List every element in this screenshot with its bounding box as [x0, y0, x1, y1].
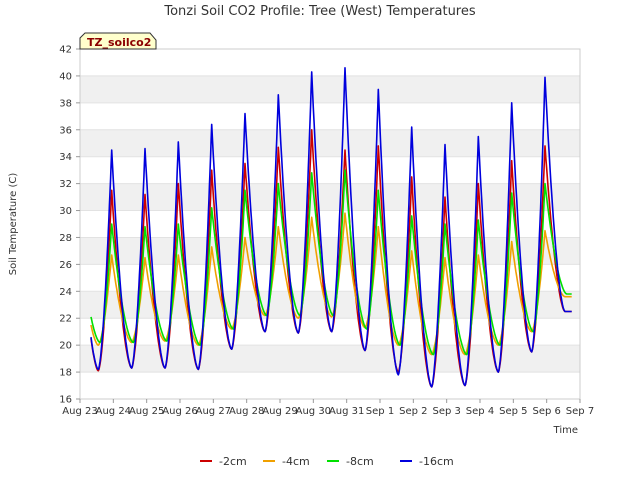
- x-tick-label: Aug 25: [129, 406, 164, 417]
- y-tick-label: 34: [59, 152, 72, 163]
- grid-band: [80, 237, 580, 265]
- x-tick-label: Sep 5: [499, 406, 527, 417]
- y-tick-label: 24: [59, 287, 72, 298]
- series-line-minus-4cm: [90, 212, 573, 356]
- legend-label: -16cm: [419, 455, 454, 468]
- x-tick-label: Sep 3: [432, 406, 460, 417]
- y-axis-ticks: 16 18 20 22 24 26 28 30 32 34 36 38 40 42: [59, 45, 80, 406]
- series-line-minus-16cm: [90, 67, 573, 388]
- y-tick-label: 20: [59, 341, 72, 352]
- grid-band: [80, 183, 580, 211]
- x-tick-label: Aug 27: [196, 406, 231, 417]
- x-tick-label: Aug 23: [62, 406, 97, 417]
- x-tick-label: Sep 4: [466, 406, 494, 417]
- x-tick-label: Sep 6: [532, 406, 560, 417]
- x-tick-label: Aug 29: [262, 406, 297, 417]
- dataset-tag-box: [79, 32, 157, 50]
- y-tick-label: 26: [59, 260, 72, 271]
- legend: -2cm -4cm -8cm -16cm: [200, 455, 454, 468]
- grid-band: [80, 129, 580, 157]
- x-tick-label: Aug 30: [296, 406, 331, 417]
- plot-area-frame: [79, 48, 581, 400]
- x-tick-label: Sep 7: [566, 406, 594, 417]
- x-tick-label: Aug 28: [229, 406, 264, 417]
- grid-band: [80, 75, 580, 103]
- y-tick-label: 38: [59, 98, 72, 109]
- x-tick-label: Aug 24: [96, 406, 131, 417]
- y-tick-label: 30: [59, 206, 72, 217]
- x-tick-label: Aug 31: [329, 406, 364, 417]
- y-tick-label: 36: [59, 125, 72, 136]
- y-tick-label: 28: [59, 233, 72, 244]
- grid-bands: [80, 75, 580, 373]
- grid-band: [80, 345, 580, 373]
- chart-title: Tonzi Soil CO2 Profile: Tree (West) Temp…: [163, 4, 476, 19]
- y-axis-label: Soil Temperature (C): [8, 173, 19, 276]
- legend-label: -4cm: [282, 455, 310, 468]
- grid-band: [80, 291, 580, 319]
- y-tick-label: 22: [59, 314, 72, 325]
- y-tick-label: 40: [59, 71, 72, 82]
- y-tick-label: 16: [59, 395, 72, 406]
- series-lines: [90, 67, 573, 388]
- y-tick-label: 32: [59, 179, 72, 190]
- x-tick-label: Sep 2: [399, 406, 427, 417]
- legend-label: -8cm: [346, 455, 374, 468]
- x-tick-label: Aug 26: [162, 406, 197, 417]
- x-axis-label: Time: [553, 425, 578, 436]
- x-tick-label: Sep 1: [366, 406, 394, 417]
- legend-label: -2cm: [219, 455, 247, 468]
- y-tick-label: 18: [59, 368, 72, 379]
- dataset-tag: TZ_soilco2: [79, 32, 157, 50]
- y-tick-label: 42: [59, 45, 72, 56]
- dataset-tag-label: TZ_soilco2: [87, 36, 151, 49]
